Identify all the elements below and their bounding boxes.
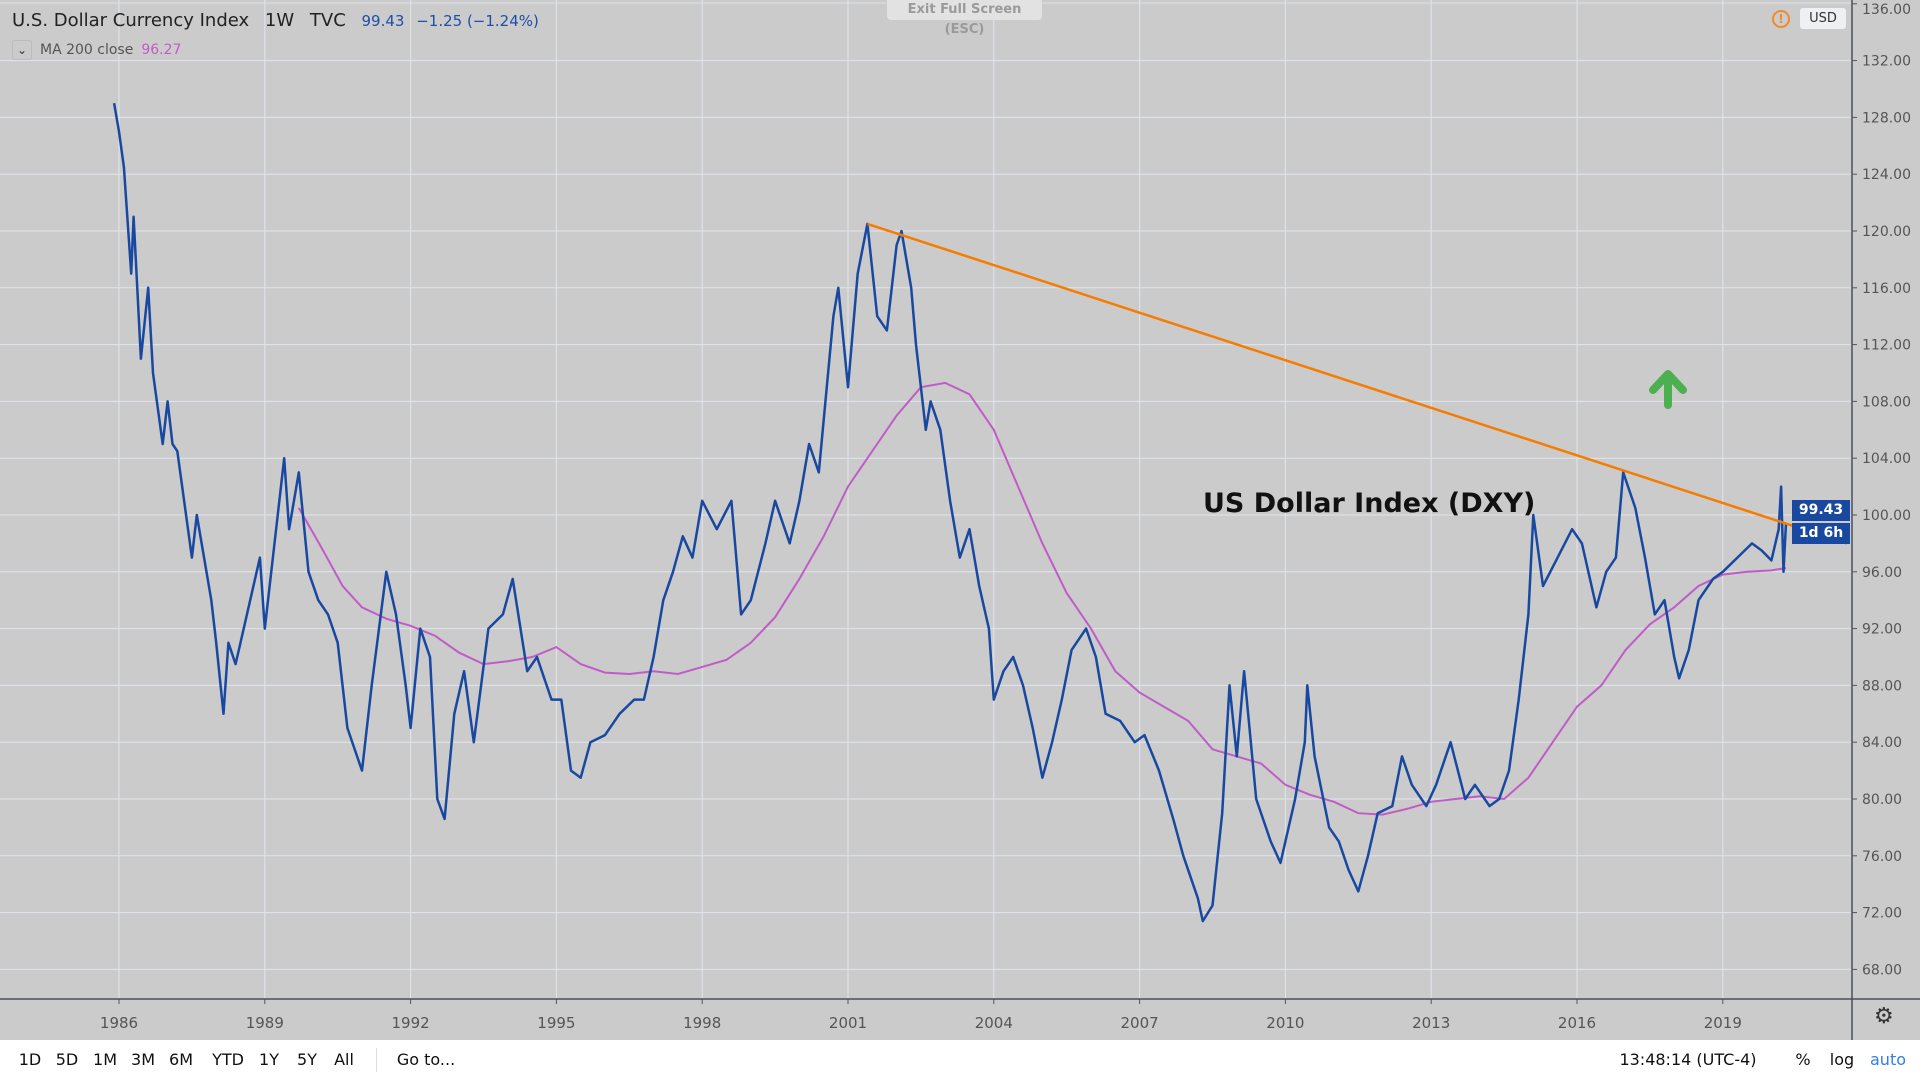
chart-pane[interactable]: 136.00 132.00 128.00 124.00 120.00 116.00 112.… <box>0 0 1920 1040</box>
range-1d-button[interactable]: 1D <box>18 1050 42 1069</box>
price-tick-label: 92.00 <box>1862 622 1902 638</box>
range-1m-button[interactable]: 1M <box>93 1050 117 1069</box>
price-change: −1.25 (−1.24%) <box>416 12 539 30</box>
exchange: TVC <box>309 10 346 31</box>
percent-toggle[interactable]: % <box>1795 1050 1811 1069</box>
up-arrow-icon <box>1649 370 1687 409</box>
exit-fullscreen-button[interactable]: Exit Full Screen (ESC) <box>887 0 1042 37</box>
price-chart[interactable]: 136.00 132.00 128.00 124.00 120.00 116.00 112.… <box>0 0 1920 1040</box>
time-tick-label: 2016 <box>1558 1014 1596 1032</box>
range-5d-button[interactable]: 5D <box>55 1050 79 1069</box>
interval: 1W <box>264 10 295 31</box>
price-tick-label: 104.00 <box>1862 451 1911 467</box>
indicator-label: MA 200 close <box>40 42 134 58</box>
price-tick-label: 76.00 <box>1862 849 1902 865</box>
ma-200-line <box>297 381 1787 816</box>
warning-icon[interactable]: ! <box>1772 10 1790 28</box>
time-tick-label: 1989 <box>246 1014 284 1032</box>
chart-annotation-text[interactable]: US Dollar Index (DXY) <box>1203 488 1536 519</box>
bottom-toolbar: 1D 5D 1M 3M 6M YTD 1Y 5Y All Go to... 13… <box>0 1040 1920 1080</box>
range-3m-button[interactable]: 3M <box>131 1050 155 1069</box>
toolbar-divider <box>376 1048 377 1072</box>
symbol-legend: U.S. Dollar Currency Index 1W TVC 99.43 … <box>12 10 549 31</box>
indicator-value: 96.27 <box>141 42 182 58</box>
time-tick-label: 2013 <box>1412 1014 1450 1032</box>
bar-countdown: 1d 6h <box>1792 523 1850 544</box>
chevron-down-icon[interactable]: ⌄ <box>12 40 32 60</box>
time-tick-label: 2010 <box>1266 1014 1304 1032</box>
auto-toggle[interactable]: auto <box>1869 1050 1907 1069</box>
log-toggle[interactable]: log <box>1829 1050 1855 1069</box>
time-tick-label: 1992 <box>392 1014 430 1032</box>
range-all-button[interactable]: All <box>334 1050 354 1069</box>
price-tick-label: 120.00 <box>1862 224 1911 240</box>
price-tick-label: 84.00 <box>1862 735 1902 751</box>
last-price-tag: 99.43 <box>1792 500 1850 521</box>
price-tick-label: 96.00 <box>1862 565 1902 581</box>
price-tick-label: 72.00 <box>1862 906 1902 922</box>
range-1y-button[interactable]: 1Y <box>259 1050 279 1069</box>
time-tick-label: 2001 <box>829 1014 867 1032</box>
price-tick-label: 116.00 <box>1862 281 1911 297</box>
price-tick-label: 128.00 <box>1862 110 1911 126</box>
price-tick-label: 68.00 <box>1862 962 1902 978</box>
symbol-name: U.S. Dollar Currency Index <box>12 10 250 31</box>
range-5y-button[interactable]: 5Y <box>297 1050 317 1069</box>
price-tick-label: 80.00 <box>1862 792 1902 808</box>
time-tick-label: 1986 <box>100 1014 138 1032</box>
last-price: 99.43 <box>361 12 405 30</box>
clock-timezone[interactable]: 13:48:14 (UTC-4) <box>1619 1050 1757 1069</box>
price-tick-label: 124.00 <box>1862 167 1911 183</box>
time-tick-label: 2019 <box>1704 1014 1742 1032</box>
gear-icon[interactable]: ⚙ <box>1874 1004 1894 1029</box>
time-tick-label: 1995 <box>537 1014 575 1032</box>
goto-button[interactable]: Go to... <box>396 1050 456 1069</box>
price-line <box>112 102 1788 923</box>
price-tick-label: 88.00 <box>1862 678 1902 694</box>
range-6m-button[interactable]: 6M <box>169 1050 193 1069</box>
price-tick-label: 136.00 <box>1862 2 1911 18</box>
time-tick-label: 2004 <box>975 1014 1013 1032</box>
price-tick-label: 108.00 <box>1862 394 1911 410</box>
price-tick-label: 132.00 <box>1862 54 1911 70</box>
range-ytd-button[interactable]: YTD <box>212 1050 244 1069</box>
time-tick-label: 2007 <box>1121 1014 1159 1032</box>
currency-button[interactable]: USD <box>1800 8 1846 29</box>
time-tick-label: 1998 <box>683 1014 721 1032</box>
price-tick-label: 100.00 <box>1862 508 1911 524</box>
price-tick-label: 112.00 <box>1862 338 1911 354</box>
indicator-legend: ⌄ MA 200 close 96.27 <box>12 40 181 60</box>
trend-line <box>867 222 1848 545</box>
